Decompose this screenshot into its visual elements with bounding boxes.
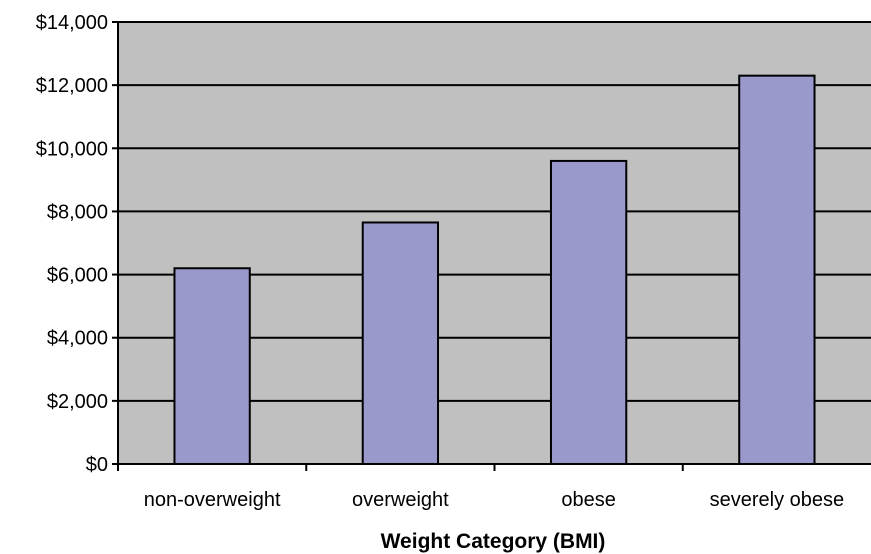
y-tick-label: $4,000: [47, 328, 108, 350]
y-tick-label: $0: [86, 454, 108, 476]
x-tick-label: obese: [561, 489, 616, 511]
x-tick-label: overweight: [352, 489, 449, 511]
y-tick-label: $14,000: [36, 12, 108, 34]
bar: [738, 74, 816, 466]
y-tick-label: $6,000: [47, 265, 108, 287]
y-tick-label: $8,000: [47, 201, 108, 223]
bar: [549, 159, 628, 466]
bar: [173, 267, 251, 465]
bar: [361, 221, 440, 465]
x-axis-title: Weight Category (BMI): [381, 530, 606, 553]
x-tick-label: non-overweight: [144, 489, 281, 511]
tick-labels: $0 $2,000 $4,000 $6,000 $8,000 $10,000 $12,000…: [36, 12, 844, 511]
x-tick-label: severely obese: [710, 489, 845, 511]
y-tick-label: $2,000: [47, 391, 108, 413]
y-tick-label: $12,000: [36, 75, 108, 97]
y-tick-label: $10,000: [36, 138, 108, 160]
axes: [112, 21, 871, 471]
